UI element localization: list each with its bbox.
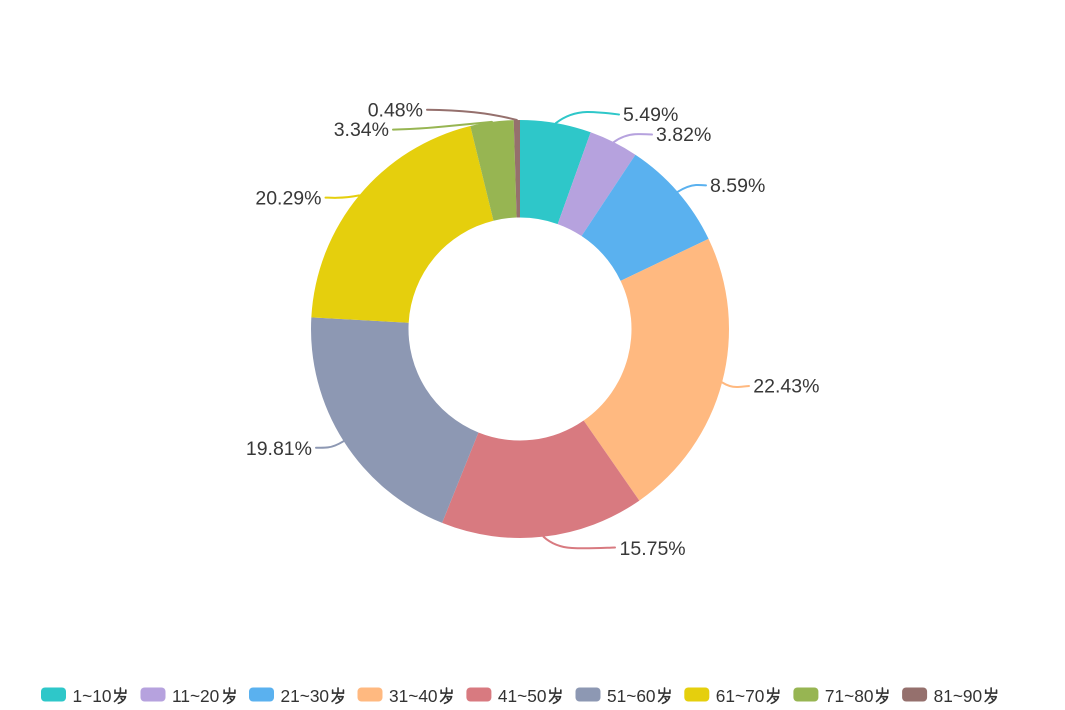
svg-text:19.81%: 19.81% bbox=[246, 438, 312, 460]
svg-text:61~70: 61~70 bbox=[716, 686, 765, 706]
svg-text:41~50: 41~50 bbox=[498, 686, 547, 706]
svg-text:21~30: 21~30 bbox=[281, 686, 330, 706]
svg-text:3.34%: 3.34% bbox=[334, 119, 389, 141]
svg-text:8.59%: 8.59% bbox=[710, 175, 765, 197]
svg-text:15.75%: 15.75% bbox=[620, 538, 686, 560]
svg-text:11~20: 11~20 bbox=[172, 686, 219, 706]
svg-text:71~80: 71~80 bbox=[825, 686, 874, 706]
svg-text:22.43%: 22.43% bbox=[753, 376, 819, 398]
svg-text:81~90: 81~90 bbox=[934, 686, 983, 706]
svg-text:3.82%: 3.82% bbox=[656, 124, 711, 146]
svg-text:31~40: 31~40 bbox=[389, 686, 438, 706]
svg-text:0.48%: 0.48% bbox=[368, 99, 423, 121]
svg-text:20.29%: 20.29% bbox=[255, 187, 321, 209]
svg-text:1~10: 1~10 bbox=[73, 686, 112, 706]
svg-text:5.49%: 5.49% bbox=[623, 104, 678, 126]
svg-text:51~60: 51~60 bbox=[607, 686, 656, 706]
